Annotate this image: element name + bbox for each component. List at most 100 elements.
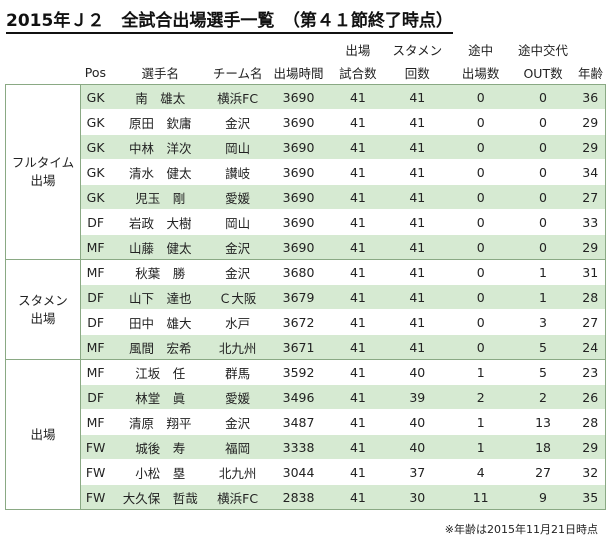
cell-team: 愛媛 [210,184,266,210]
table-row: MF 山藤 健太 金沢 3690 41 41 0 0 29 [6,234,606,260]
cell-pos: FW [80,434,111,460]
table-row: FW 大久保 哲哉 横浜FC 2838 41 30 11 9 35 [6,484,606,510]
table-row: FW 小松 塁北九州 3044 41 37 4 27 32 [6,459,606,485]
cell-age: 29 [575,234,606,260]
cell-apps: 41 [331,384,384,410]
cell-subin: 1 [450,359,511,385]
cell-minutes: 3690 [265,84,332,110]
group-label: スタメン 出場 [5,259,81,360]
cell-name: 田中 雄大 [110,309,211,335]
cell-pos: GK [80,84,111,110]
cell-subout: 9 [510,484,576,510]
cell-subin: 0 [450,309,511,335]
cell-apps: 41 [331,434,384,460]
cell-subout: 2 [510,384,576,410]
cell-subout: 13 [510,409,576,435]
cell-minutes: 3680 [265,259,332,285]
table-row: DF 林堂 眞愛媛 3496 41 39 2 2 26 [6,384,606,410]
cell-minutes: 3690 [265,209,332,235]
cell-subin: 0 [450,234,511,260]
cell-age: 35 [575,484,606,510]
cell-starts: 41 [383,84,451,110]
cell-subin: 0 [450,184,511,210]
cell-apps: 41 [331,234,384,260]
cell-team: 横浜FC [210,484,266,510]
cell-subout: 18 [510,434,576,460]
players-table: 出場 スタメン 途中 途中交代 Pos 選手名 チーム名 出場時間 試合数 回数… [5,38,606,510]
cell-minutes: 3690 [265,234,332,260]
cell-minutes: 3496 [265,384,332,410]
cell-team: 金沢 [210,109,266,135]
cell-name: 林堂 眞 [110,384,211,410]
cell-apps: 41 [331,134,384,160]
cell-pos: DF [80,309,111,335]
cell-minutes: 3338 [265,434,332,460]
cell-pos: FW [80,459,111,485]
cell-age: 29 [575,434,606,460]
cell-subin: 0 [450,134,511,160]
cell-age: 26 [575,384,606,410]
page-title: 2015年Ｊ２ 全試合出場選手一覧 （第４１節終了時点） [6,6,453,34]
header-pos: Pos [84,65,106,80]
cell-starts: 30 [383,484,451,510]
cell-team: 北九州 [210,459,266,485]
cell-name: 風間 宏希 [110,334,211,360]
header-name: 選手名 [141,66,179,81]
cell-apps: 41 [331,284,384,310]
cell-starts: 39 [383,384,451,410]
cell-apps: 41 [331,334,384,360]
cell-subin: 1 [450,409,511,435]
cell-team: Ｃ大阪 [210,284,266,310]
cell-subout: 0 [510,184,576,210]
cell-team: 岡山 [210,134,266,160]
group-label: 出場 [5,359,81,510]
cell-team: 群馬 [210,359,266,385]
header-row-2: Pos 選手名 チーム名 出場時間 試合数 回数 出場数 OUT数 年齢 [6,61,606,85]
cell-minutes: 3690 [265,184,332,210]
cell-starts: 41 [383,334,451,360]
cell-pos: MF [80,359,111,385]
cell-pos: MF [80,234,111,260]
group-label-line2: 出場 [30,310,56,326]
cell-age: 29 [575,134,606,160]
cell-pos: GK [80,134,111,160]
cell-apps: 41 [331,209,384,235]
cell-age: 28 [575,284,606,310]
cell-minutes: 2838 [265,484,332,510]
cell-name: 小松 塁 [110,459,211,485]
cell-starts: 40 [383,359,451,385]
table-row: DF 岩政 大樹 岡山 3690 41 41 0 0 33 [6,209,606,235]
cell-age: 31 [575,259,606,285]
cell-name: 清水 健太 [110,159,211,185]
cell-minutes: 3592 [265,359,332,385]
cell-pos: DF [80,209,111,235]
table-row: GK 原田 欽庸 金沢 3690 41 41 0 0 29 [6,109,606,135]
group-label-line2: 出場 [30,173,56,188]
cell-starts: 41 [383,134,451,160]
cell-apps: 41 [331,359,384,385]
cell-age: 34 [575,159,606,185]
cell-minutes: 3671 [265,334,332,360]
cell-subout: 0 [510,209,576,235]
cell-team: 讃岐 [210,159,266,185]
header-row-1: 出場 スタメン 途中 途中交代 [6,38,606,61]
table-row: DF 山下 達也 Ｃ大阪 3679 41 41 0 1 28 [6,284,606,310]
table-row: GK 児玉 剛愛媛 3690 41 41 0 0 27 [6,184,606,210]
cell-name: 中林 洋次 [110,134,211,160]
cell-starts: 41 [383,209,451,235]
cell-name: 原田 欽庸 [110,109,211,135]
cell-subin: 0 [450,259,511,285]
cell-apps: 41 [331,409,384,435]
cell-apps: 41 [331,184,384,210]
table-row: DF 田中 雄大 水戸 3672 41 41 0 3 27 [6,309,606,335]
group-label-line2: 出場 [30,426,56,442]
cell-starts: 41 [383,184,451,210]
header-starts-line1: スタメン [392,43,443,58]
table-row: FW 城後 寿福岡 3338 41 40 1 18 29 [6,434,606,460]
table-row: スタメン 出場 MF 秋葉 勝金沢 3680 41 41 0 1 31 [5,259,606,360]
header-subin-line2: 出場数 [461,66,500,81]
cell-pos: GK [80,184,111,210]
cell-subin: 0 [450,284,511,310]
cell-subin: 0 [450,84,511,110]
cell-team: 岡山 [210,209,266,235]
